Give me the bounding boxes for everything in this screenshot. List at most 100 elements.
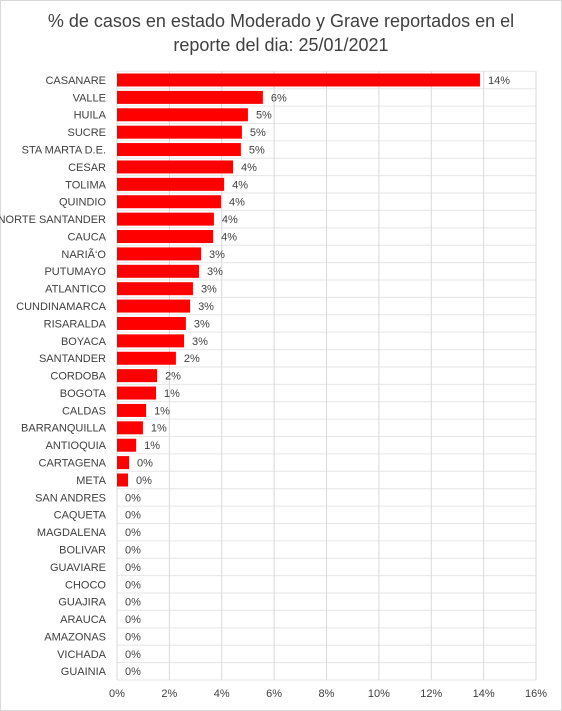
- y-tick-label: GUAINIA: [61, 666, 107, 678]
- y-tick-label: CHOCO: [65, 579, 106, 591]
- value-label: 5%: [250, 127, 266, 139]
- bar: [117, 264, 199, 278]
- value-label: 4%: [232, 179, 248, 191]
- y-tick-label: BARRANQUILLA: [21, 423, 107, 435]
- y-tick-label: VALLE: [73, 92, 106, 104]
- value-label: 5%: [256, 110, 272, 122]
- y-tick-label: HUILA: [74, 110, 107, 122]
- value-label: 0%: [125, 597, 141, 609]
- bar: [117, 212, 214, 226]
- value-label: 14%: [488, 75, 510, 87]
- bar: [117, 369, 158, 383]
- value-label: 2%: [184, 353, 200, 365]
- y-tick-label: CUNDINAMARCA: [16, 301, 107, 313]
- value-label: 1%: [151, 423, 167, 435]
- x-tick-label: 6%: [266, 688, 282, 700]
- y-tick-label: CESAR: [68, 162, 106, 174]
- y-tick-label: CAQUETA: [54, 510, 107, 522]
- value-label: 3%: [209, 249, 225, 261]
- y-tick-label: BOGOTA: [60, 388, 107, 400]
- value-label: 0%: [136, 475, 152, 487]
- y-tick-label: GUAJIRA: [58, 597, 106, 609]
- value-label: 3%: [201, 284, 217, 296]
- bar: [117, 90, 263, 104]
- value-label: 3%: [207, 266, 223, 278]
- value-label: 0%: [125, 510, 141, 522]
- x-tick-label: 14%: [473, 688, 495, 700]
- bar: [117, 143, 241, 157]
- bar: [117, 125, 242, 139]
- value-label: 3%: [192, 336, 208, 348]
- bar: [117, 73, 480, 87]
- x-tick-label: 2%: [161, 688, 177, 700]
- y-tick-label: CARTAGENA: [39, 458, 107, 470]
- value-label: 0%: [137, 458, 153, 470]
- y-tick-label: SANTANDER: [39, 353, 106, 365]
- value-label: 0%: [125, 614, 141, 626]
- bar: [117, 316, 186, 330]
- bar: [117, 195, 221, 209]
- y-tick-label: ATLANTICO: [45, 284, 106, 296]
- y-tick-label: RISARALDA: [44, 318, 107, 330]
- y-tick-label: PUTUMAYO: [44, 266, 106, 278]
- value-label: 5%: [249, 144, 265, 156]
- y-tick-label: NARIÃ‘O: [61, 248, 106, 261]
- bar: [117, 473, 128, 487]
- y-tick-label: QUINDIO: [59, 197, 107, 209]
- y-tick-label: ANTIOQUIA: [45, 440, 106, 452]
- value-label: 4%: [229, 197, 245, 209]
- x-tick-label: 8%: [319, 688, 335, 700]
- y-tick-label: CAUCA: [67, 231, 106, 243]
- bar: [117, 230, 214, 244]
- x-tick-label: 4%: [214, 688, 230, 700]
- bar: [117, 160, 234, 174]
- y-tick-label: NORTE SANTANDER: [0, 214, 106, 226]
- value-label: 1%: [144, 440, 160, 452]
- value-label: 0%: [125, 666, 141, 678]
- bar: [117, 282, 193, 296]
- y-tick-label: CASANARE: [45, 75, 106, 87]
- x-tick-label: 12%: [420, 688, 442, 700]
- y-tick-label: TOLIMA: [65, 179, 106, 191]
- bar: [117, 334, 185, 348]
- value-label: 2%: [165, 371, 181, 383]
- y-tick-label: CALDAS: [62, 405, 106, 417]
- bar: [117, 247, 202, 261]
- value-label: 0%: [125, 562, 141, 574]
- x-tick-label: 16%: [525, 688, 547, 700]
- chart-title: reporte del dia: 25/01/2021: [173, 35, 388, 55]
- value-label: 0%: [125, 527, 141, 539]
- y-tick-label: GUAVIARE: [50, 562, 106, 574]
- bar: [117, 177, 225, 191]
- y-tick-label: META: [76, 475, 106, 487]
- x-tick-label: 10%: [368, 688, 390, 700]
- bar: [117, 108, 248, 122]
- bar: [117, 438, 137, 452]
- y-tick-label: VICHADA: [57, 649, 107, 661]
- bar: [117, 386, 157, 400]
- y-tick-label: CORDOBA: [50, 371, 106, 383]
- y-tick-label: SAN ANDRES: [35, 492, 106, 504]
- value-label: 0%: [125, 492, 141, 504]
- value-label: 0%: [125, 631, 141, 643]
- value-label: 6%: [271, 92, 287, 104]
- y-tick-label: AMAZONAS: [44, 631, 106, 643]
- value-label: 0%: [125, 544, 141, 556]
- y-tick-label: BOYACA: [61, 336, 107, 348]
- bar: [117, 299, 191, 313]
- value-label: 0%: [125, 649, 141, 661]
- value-label: 3%: [194, 318, 210, 330]
- bar: [117, 421, 143, 435]
- y-tick-label: ARAUCA: [60, 614, 107, 626]
- value-label: 1%: [154, 405, 170, 417]
- bar: [117, 456, 130, 470]
- value-label: 4%: [221, 231, 237, 243]
- bar: [117, 351, 176, 365]
- y-tick-label: MAGDALENA: [37, 527, 107, 539]
- chart-title: % de casos en estado Moderado y Grave re…: [48, 11, 514, 31]
- value-label: 1%: [164, 388, 180, 400]
- y-tick-label: BOLIVAR: [59, 544, 106, 556]
- x-tick-label: 0%: [109, 688, 125, 700]
